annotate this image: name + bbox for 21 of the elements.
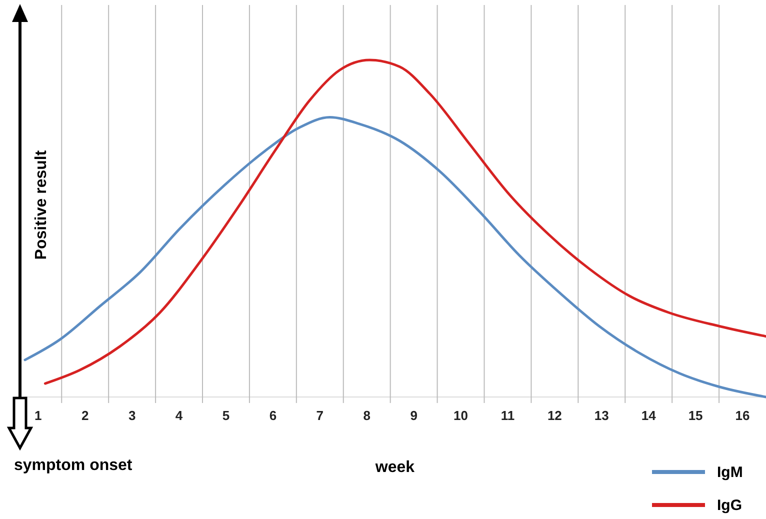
text: symptom onset — [14, 457, 133, 474]
x-tick-label: 12 — [547, 408, 562, 424]
x-tick-label: 2 — [81, 408, 89, 424]
x-tick-label: 3 — [128, 408, 136, 424]
x-tick-label: 9 — [410, 408, 418, 424]
x-tick-label: 5 — [222, 408, 230, 424]
x-tick-label: 8 — [363, 408, 370, 424]
x-tick-label: 13 — [594, 408, 609, 424]
legend-label: IgG — [717, 497, 742, 514]
x-tick-label: 4 — [175, 408, 184, 424]
legend-label: IgM — [717, 464, 743, 481]
x-tick-label: 1 — [34, 408, 42, 424]
x-tick-label: 7 — [316, 408, 324, 424]
x-axis-title: week — [374, 459, 415, 476]
x-tick-label: 14 — [641, 408, 657, 424]
x-tick-label: 16 — [735, 408, 750, 424]
x-tick-label: 6 — [269, 408, 277, 424]
y-axis-title: Positive result — [33, 150, 50, 260]
x-tick-label: 15 — [688, 408, 703, 424]
x-tick-label: 10 — [454, 408, 468, 424]
x-tick-label: 11 — [500, 408, 515, 424]
